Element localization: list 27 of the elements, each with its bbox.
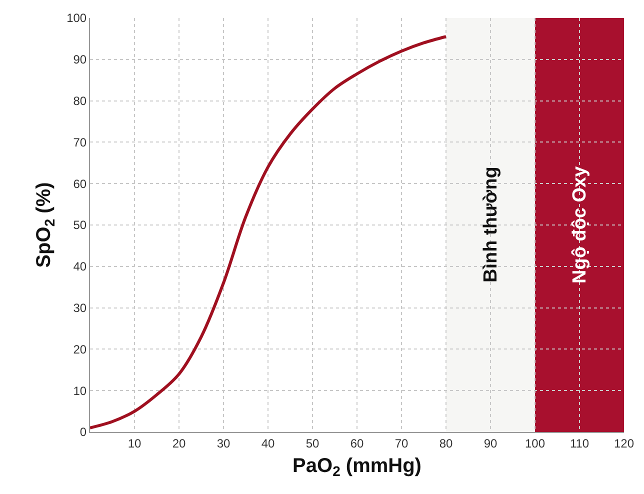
y-tick-label: 10 xyxy=(73,384,87,398)
x-tick-label: 50 xyxy=(306,436,320,450)
x-tick-label: 70 xyxy=(394,436,408,450)
y-tick-label: 0 xyxy=(80,425,87,440)
y-tick-label: 70 xyxy=(73,135,87,150)
y-tick-label: 20 xyxy=(73,342,87,356)
x-tick-label: 80 xyxy=(439,436,453,450)
y-tick-label: 60 xyxy=(73,176,87,191)
band-label: Ngộ độc Oxy xyxy=(570,166,590,284)
y-tick-label: 40 xyxy=(73,260,87,274)
x-tick-label: 40 xyxy=(261,436,275,450)
y-tick-label: 100 xyxy=(66,11,87,26)
x-tick-label: 10 xyxy=(128,436,142,450)
x-tick-label: 100 xyxy=(524,436,546,450)
y-tick-label: 50 xyxy=(73,218,87,232)
x-tick-label: 120 xyxy=(614,436,634,450)
x-tick-label: 60 xyxy=(350,436,364,450)
y-tick-label: 30 xyxy=(73,301,87,315)
y-tick-label: 80 xyxy=(73,94,87,108)
y-tick-label: 90 xyxy=(73,52,87,67)
x-tick-label: 20 xyxy=(172,436,186,450)
line-series xyxy=(90,35,448,430)
band-label: Bình thường xyxy=(480,166,502,282)
x-axis-title: PaO$_{2}$ (mmHg) xyxy=(292,454,422,480)
x-tick-label: 90 xyxy=(484,436,498,450)
x-tick-label: 110 xyxy=(570,436,590,450)
x-tick-label: 30 xyxy=(216,436,230,450)
